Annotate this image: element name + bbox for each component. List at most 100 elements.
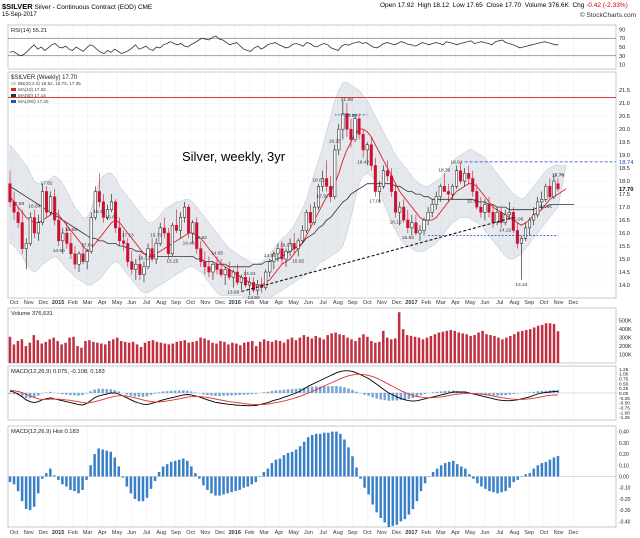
volume-bar xyxy=(385,337,389,363)
macd-inline-hist-bar xyxy=(262,392,266,393)
price-point-label: 15.79 xyxy=(150,232,162,238)
price-y-tick: 15.5 xyxy=(619,244,630,250)
price-y-tick: 15.0 xyxy=(619,257,630,263)
volume-bar xyxy=(247,341,250,363)
volume-bar xyxy=(382,330,385,363)
candle-body xyxy=(207,266,211,273)
candle-body xyxy=(390,175,394,192)
volume-bar xyxy=(417,337,421,363)
price-point-label: 17.13 xyxy=(122,232,134,238)
x-tick-label: Apr xyxy=(98,530,107,536)
price-point-label: 18.42 xyxy=(357,160,369,166)
macd-inline-hist-bar xyxy=(383,393,386,401)
price-point-label: 14.24 xyxy=(515,282,527,288)
x-tick-label: Sep xyxy=(171,300,181,306)
volume-bar xyxy=(72,336,75,363)
macd-inline-hist-bar xyxy=(391,393,395,401)
macd-inline-hist-bar xyxy=(206,393,209,396)
macd-inline-hist-bar xyxy=(182,390,185,393)
macd-histogram-bar xyxy=(472,476,475,479)
symbol-description: Silver - Continuous Contract (EOD) CME xyxy=(34,4,153,11)
high-label: High xyxy=(417,2,431,9)
macd-histogram-bar xyxy=(496,476,499,494)
macd-histogram-bar xyxy=(500,476,503,493)
volume-bar xyxy=(342,335,345,363)
macd-inline-hist-bar xyxy=(137,393,141,397)
rsi-y-tick: 90 xyxy=(619,27,625,33)
volume-bar xyxy=(258,341,262,363)
macd-histogram-bar xyxy=(488,476,491,492)
volume-bar xyxy=(254,346,258,363)
volume-bar xyxy=(127,342,131,363)
volume-bar xyxy=(322,339,325,363)
macd-histogram-bar xyxy=(480,476,483,487)
candle-body xyxy=(211,263,215,273)
macd-inline-hist-bar xyxy=(242,393,245,395)
x-tick-label: Oct xyxy=(10,300,19,306)
price-point-label: 16.07 xyxy=(280,243,292,249)
macd-histogram-bar xyxy=(246,476,249,487)
macd-inline-hist-bar xyxy=(331,386,334,393)
candle-body xyxy=(349,128,353,140)
x-tick-label: Dec xyxy=(568,300,578,306)
candle-body xyxy=(418,230,422,234)
x-tick-label: 2015 xyxy=(52,530,64,536)
volume-bar xyxy=(536,325,540,363)
volume-bar xyxy=(171,343,175,363)
price-point-label: 18.74 xyxy=(552,173,564,179)
volume-bar xyxy=(362,334,365,363)
macd-inline-hist-bar xyxy=(443,390,447,393)
macd-inline-hist-bar xyxy=(20,393,24,397)
volume-bar xyxy=(540,324,544,363)
x-tick-label: May xyxy=(465,300,476,306)
x-tick-label: Oct xyxy=(540,300,549,306)
volume-bar xyxy=(143,342,147,363)
macd-histogram-bar xyxy=(536,465,540,477)
price-point-label: 16.66 xyxy=(105,214,117,220)
candle-body xyxy=(284,250,288,260)
price-y-tick: 16.0 xyxy=(619,231,630,237)
candle-body xyxy=(373,165,377,192)
macd-histogram-bar xyxy=(254,476,258,483)
volume-bar xyxy=(330,333,333,363)
candle-body xyxy=(28,217,32,244)
x-tick-label: Nov xyxy=(24,300,34,306)
hist-y-tick: 0.20 xyxy=(619,452,629,458)
volume-bar xyxy=(68,337,71,363)
macd-histogram-bar xyxy=(57,476,60,480)
x-tick-label: Nov xyxy=(554,530,564,536)
macd-inline-hist-bar xyxy=(254,393,258,394)
macd-histogram-bar xyxy=(186,460,189,477)
macd-histogram-bar xyxy=(40,476,44,479)
candle-body xyxy=(138,263,142,275)
macd-histogram-bar xyxy=(77,476,80,494)
macd-histogram-bar xyxy=(113,457,117,477)
macd-y-tick: 0.75 xyxy=(619,377,629,383)
volume-bar xyxy=(282,342,286,363)
volume-bar xyxy=(159,342,163,363)
macd-inline-hist-bar xyxy=(133,393,137,397)
macd-inline-hist-bar xyxy=(367,393,370,396)
volume-bar xyxy=(481,330,484,363)
candle-body xyxy=(544,186,548,200)
macd-inline-hist-bar xyxy=(536,391,540,393)
volume-bar xyxy=(135,344,139,363)
macd-histogram-bar xyxy=(294,449,298,477)
low-label: Low xyxy=(452,2,465,9)
macd-inline-hist-bar xyxy=(129,393,133,396)
x-tick-label: Dec xyxy=(38,530,48,536)
candle-body xyxy=(93,191,97,218)
price-y-tick: 16.5 xyxy=(619,218,630,224)
volume-bar xyxy=(445,330,449,363)
macd-inline-hist-bar xyxy=(355,391,358,393)
candle-body xyxy=(53,196,57,221)
macd-histogram-bar xyxy=(214,476,217,496)
price-y-tick: 20.0 xyxy=(619,127,630,133)
macd-y-tick: -1.25 xyxy=(619,415,630,421)
candle-body xyxy=(16,212,20,223)
macd-inline-hist-bar xyxy=(488,393,491,396)
candle-body xyxy=(114,201,118,229)
macd-histogram-bar xyxy=(508,476,511,488)
macd-inline-hist-bar xyxy=(379,393,382,400)
